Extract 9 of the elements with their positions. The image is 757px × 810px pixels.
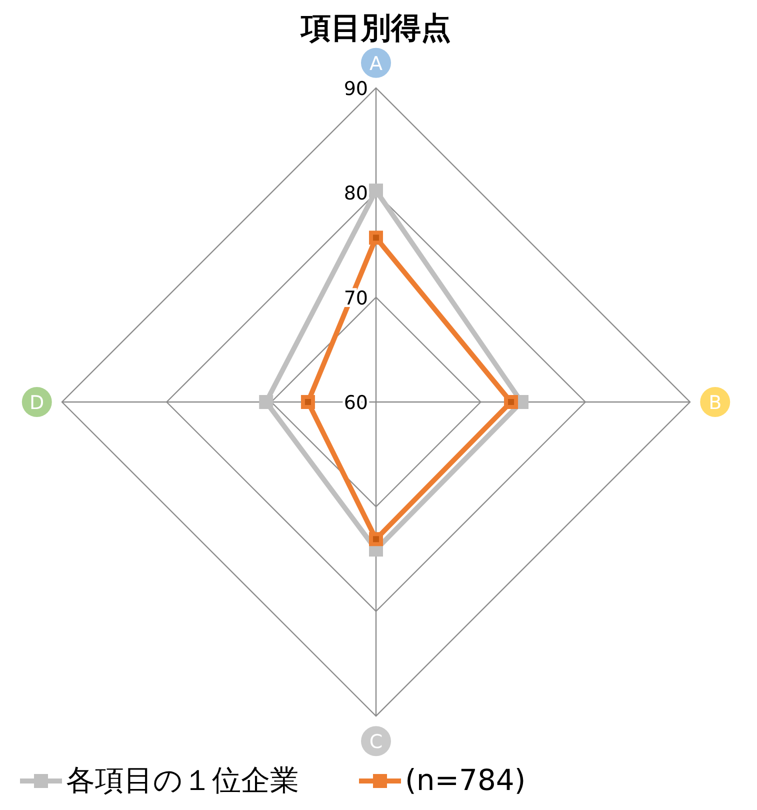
legend-label: 各項目の１位企業 — [66, 763, 299, 797]
y-tick-label: 80 — [344, 182, 368, 205]
legend-label: (n=784) — [405, 763, 526, 797]
spoke-label: D — [30, 392, 44, 414]
y-tick-label: 90 — [344, 78, 368, 100]
y-tick-label: 60 — [344, 392, 368, 414]
chart-title: 項目別得点 — [300, 11, 451, 46]
spoke-label: A — [370, 52, 382, 75]
spoke-label: B — [708, 392, 722, 414]
